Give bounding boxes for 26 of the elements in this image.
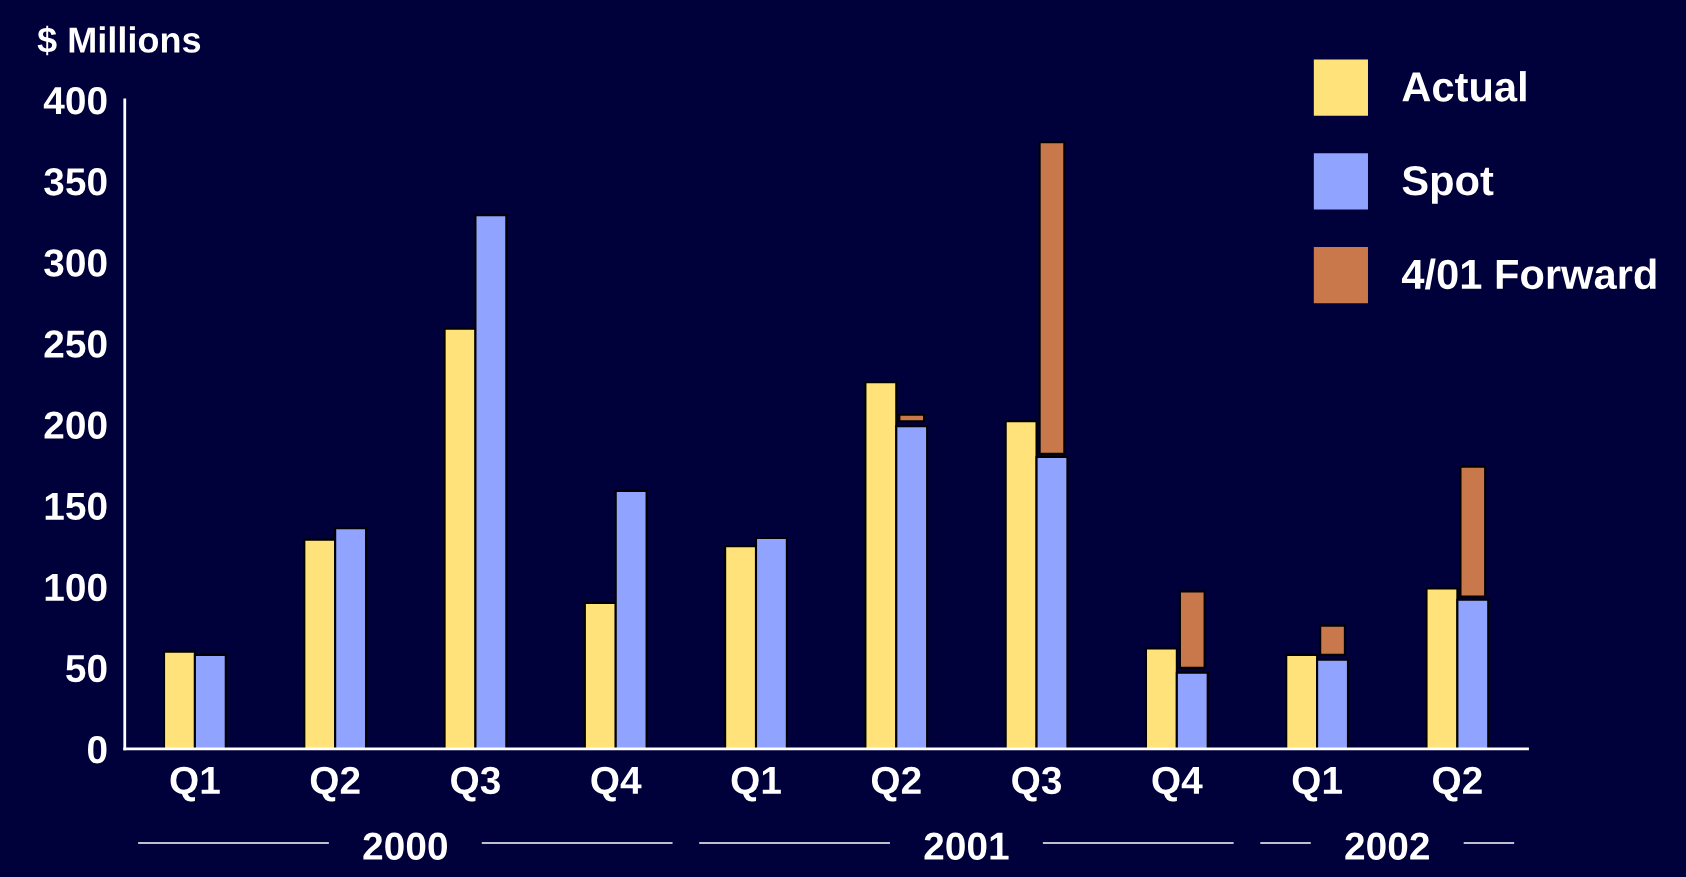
- y-tick-label: 150: [45, 492, 107, 521]
- y-axis-title: $ Millions: [37, 25, 201, 56]
- x-tick-label: Q1: [170, 766, 220, 802]
- text: 2002: [1345, 832, 1429, 860]
- text: 2000: [363, 832, 447, 860]
- x-tick-label: Q2: [310, 766, 360, 802]
- legend-label: 4/01 Forward: [1401, 258, 1656, 290]
- y-tick-label: 300: [44, 249, 107, 277]
- y-tick-label: 250: [44, 330, 107, 358]
- y-tick-label: 200: [44, 411, 107, 439]
- x-tick-label: Q1: [731, 766, 781, 802]
- x-tick-label: Q3: [451, 766, 500, 802]
- y-tick-label: 100: [45, 573, 107, 602]
- x-tick-label: Q3: [1012, 766, 1062, 802]
- x-tick-label: Q4: [591, 766, 642, 802]
- legend-label: Actual: [1402, 71, 1526, 102]
- x-tick-label: Q2: [1433, 766, 1482, 802]
- y-tick-label: 350: [44, 168, 107, 196]
- legend-label: Spot: [1402, 165, 1494, 204]
- x-tick-label: Q1: [1292, 766, 1342, 802]
- x-tick-label: Q4: [1152, 766, 1203, 802]
- y-tick-label: 50: [66, 654, 107, 683]
- y-tick-label: 0: [88, 735, 107, 764]
- text: 2001: [924, 832, 1009, 860]
- y-tick-label: 400: [43, 86, 107, 115]
- x-tick-label: Q2: [871, 766, 921, 802]
